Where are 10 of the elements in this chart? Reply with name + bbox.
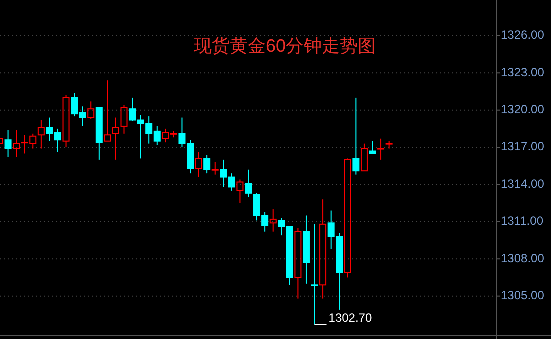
y-tick-label: 1320.00 (501, 102, 545, 117)
y-tick-label: 1311.00 (501, 214, 544, 228)
y-tick-label: 1317.00 (501, 140, 545, 154)
y-tick-label: 1323.00 (501, 65, 545, 80)
y-tick-label: 1314.00 (501, 176, 545, 191)
text: 现货黄金60分钟走势图 (194, 36, 376, 56)
y-tick-label: 1308.00 (501, 251, 545, 266)
annotation: 1302.70 (328, 311, 372, 326)
y-tick-label: 1305.00 (501, 288, 545, 302)
y-tick-label: 1326.00 (501, 28, 545, 42)
